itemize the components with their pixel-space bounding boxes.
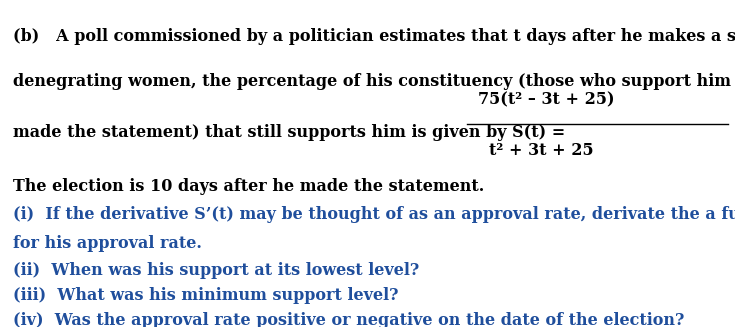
Text: denegrating women, the percentage of his constituency (those who support him at : denegrating women, the percentage of his… (13, 73, 735, 90)
Text: t² + 3t + 25: t² + 3t + 25 (489, 142, 593, 159)
Text: The election is 10 days after he made the statement.: The election is 10 days after he made th… (13, 178, 484, 195)
Text: (iv)  Was the approval rate positive or negative on the date of the election?: (iv) Was the approval rate positive or n… (13, 312, 684, 327)
Text: (iii)  What was his minimum support level?: (iii) What was his minimum support level… (13, 287, 398, 304)
Text: (i)  If the derivative S’(t) may be thought of as an approval rate, derivate the: (i) If the derivative S’(t) may be thoug… (13, 206, 735, 223)
Text: (b)   A poll commissioned by a politician estimates that t days after he makes a: (b) A poll commissioned by a politician … (13, 28, 735, 45)
Text: for his approval rate.: for his approval rate. (13, 235, 202, 252)
Text: (ii)  When was his support at its lowest level?: (ii) When was his support at its lowest … (13, 262, 420, 279)
Text: 75(t² – 3t + 25): 75(t² – 3t + 25) (478, 91, 614, 108)
Text: made the statement) that still supports him is given by S(t) =: made the statement) that still supports … (13, 124, 565, 141)
